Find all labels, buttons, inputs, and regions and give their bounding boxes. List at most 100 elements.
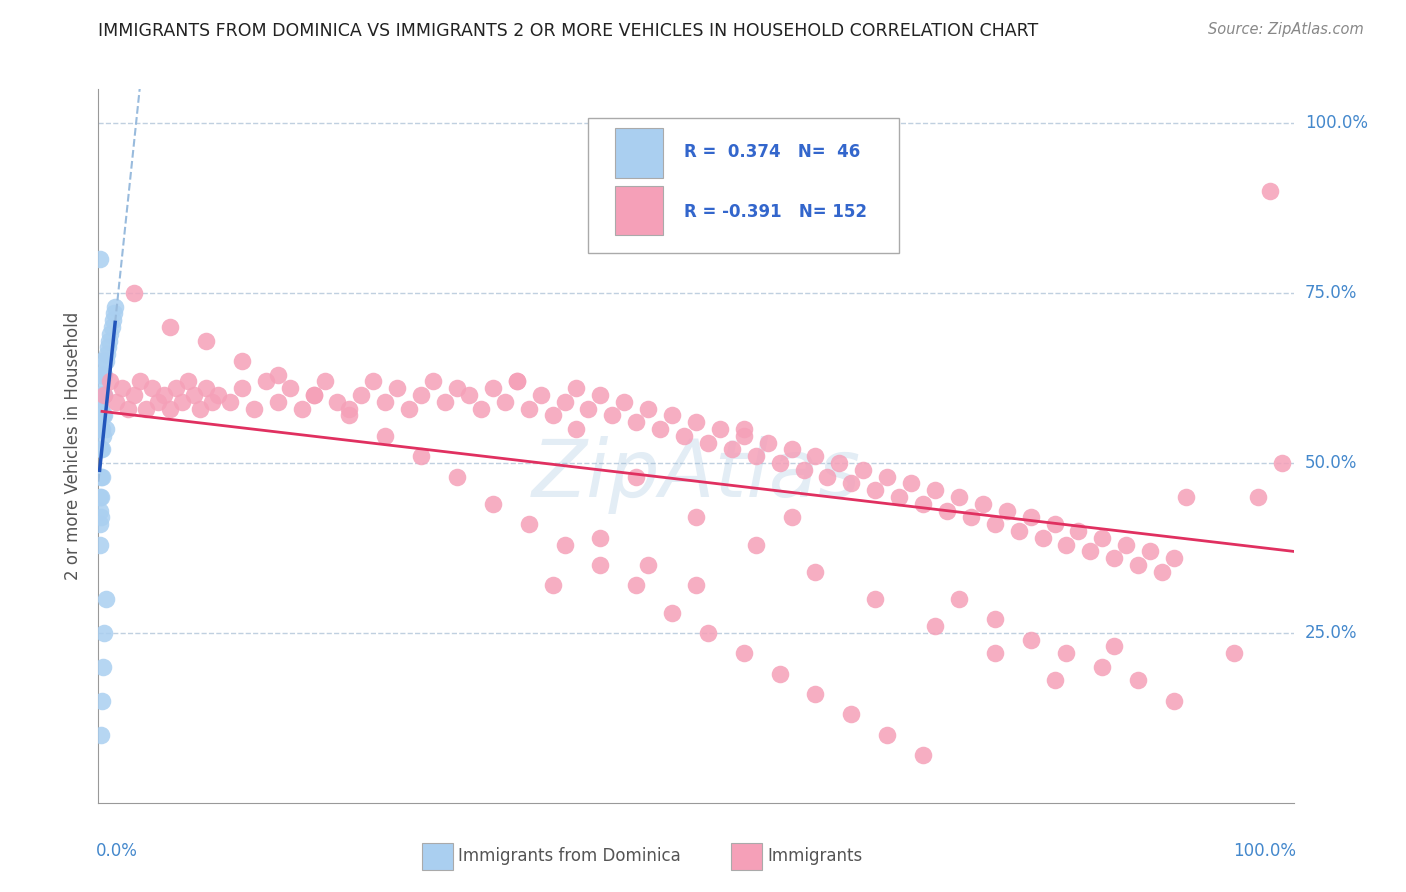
Point	[780, 510, 803, 524]
Point	[1054, 646, 1078, 660]
Point	[91, 388, 114, 402]
Point	[101, 313, 124, 327]
Point	[1175, 490, 1198, 504]
Point	[94, 354, 117, 368]
Point	[983, 646, 1005, 660]
Point	[326, 394, 349, 409]
Point	[89, 490, 111, 504]
Point	[541, 409, 564, 423]
Point	[780, 442, 803, 457]
Point	[924, 619, 946, 633]
Point	[959, 510, 981, 524]
Point	[90, 442, 112, 457]
Point	[697, 435, 720, 450]
Point	[91, 409, 114, 423]
Point	[89, 368, 111, 382]
Point	[1032, 531, 1054, 545]
Point	[733, 646, 755, 660]
Point	[1222, 646, 1246, 660]
Point	[815, 469, 838, 483]
Point	[398, 401, 420, 416]
Point	[768, 456, 790, 470]
Point	[1054, 537, 1078, 551]
Point	[863, 483, 886, 498]
Point	[91, 368, 114, 382]
Point	[90, 490, 112, 504]
Point	[924, 483, 946, 498]
Text: IMMIGRANTS FROM DOMINICA VS IMMIGRANTS 2 OR MORE VEHICLES IN HOUSEHOLD CORRELATI: IMMIGRANTS FROM DOMINICA VS IMMIGRANTS 2…	[98, 22, 1039, 40]
Point	[1128, 673, 1150, 688]
Point	[148, 394, 170, 409]
Point	[337, 409, 360, 423]
Point	[117, 401, 139, 416]
Point	[1102, 640, 1125, 654]
Point	[141, 381, 163, 395]
Point	[90, 375, 112, 389]
Point	[90, 422, 112, 436]
Point	[165, 381, 187, 395]
Point	[93, 388, 115, 402]
Point	[105, 394, 128, 409]
Point	[1019, 510, 1042, 524]
Point	[207, 388, 229, 402]
Point	[697, 626, 720, 640]
Point	[350, 388, 373, 402]
Point	[97, 341, 120, 355]
Point	[565, 381, 588, 395]
Point	[93, 368, 115, 382]
Point	[624, 469, 647, 483]
Point	[90, 354, 112, 368]
Point	[589, 388, 612, 402]
Point	[91, 429, 114, 443]
Point	[194, 381, 217, 395]
Text: 25.0%: 25.0%	[1305, 624, 1357, 642]
Point	[1115, 537, 1137, 551]
Point	[1007, 524, 1029, 538]
Point	[793, 463, 815, 477]
Point	[1091, 660, 1114, 674]
Point	[159, 320, 181, 334]
Point	[103, 306, 125, 320]
Point	[1043, 517, 1066, 532]
Point	[374, 429, 396, 443]
Point	[554, 394, 576, 409]
Text: 50.0%: 50.0%	[1305, 454, 1357, 472]
Point	[804, 687, 827, 701]
Point	[852, 463, 875, 477]
Point	[733, 429, 755, 443]
Text: Immigrants from Dominica: Immigrants from Dominica	[458, 847, 681, 865]
Point	[1139, 544, 1161, 558]
Point	[135, 401, 157, 416]
Point	[565, 422, 588, 436]
Point	[828, 456, 851, 470]
Point	[91, 442, 114, 457]
Bar	[614, 128, 662, 178]
Point	[839, 476, 862, 491]
Point	[254, 375, 277, 389]
Point	[983, 517, 1005, 532]
Point	[481, 497, 505, 511]
Point	[1163, 694, 1185, 708]
Point	[624, 578, 647, 592]
Point	[363, 375, 385, 389]
Point	[768, 666, 790, 681]
Point	[90, 469, 112, 483]
Point	[91, 368, 114, 382]
Point	[1258, 184, 1281, 198]
Point	[337, 401, 360, 416]
Point	[90, 728, 112, 742]
Point	[900, 476, 922, 491]
Point	[576, 401, 599, 416]
Point	[685, 415, 707, 429]
Point	[94, 422, 117, 436]
Point	[93, 626, 115, 640]
Point	[91, 694, 114, 708]
Point	[506, 375, 529, 389]
Point	[91, 388, 114, 402]
Point	[411, 449, 433, 463]
Point	[506, 375, 529, 389]
Point	[93, 409, 115, 423]
Point	[91, 469, 114, 483]
Point	[91, 422, 114, 436]
Point	[889, 490, 911, 504]
